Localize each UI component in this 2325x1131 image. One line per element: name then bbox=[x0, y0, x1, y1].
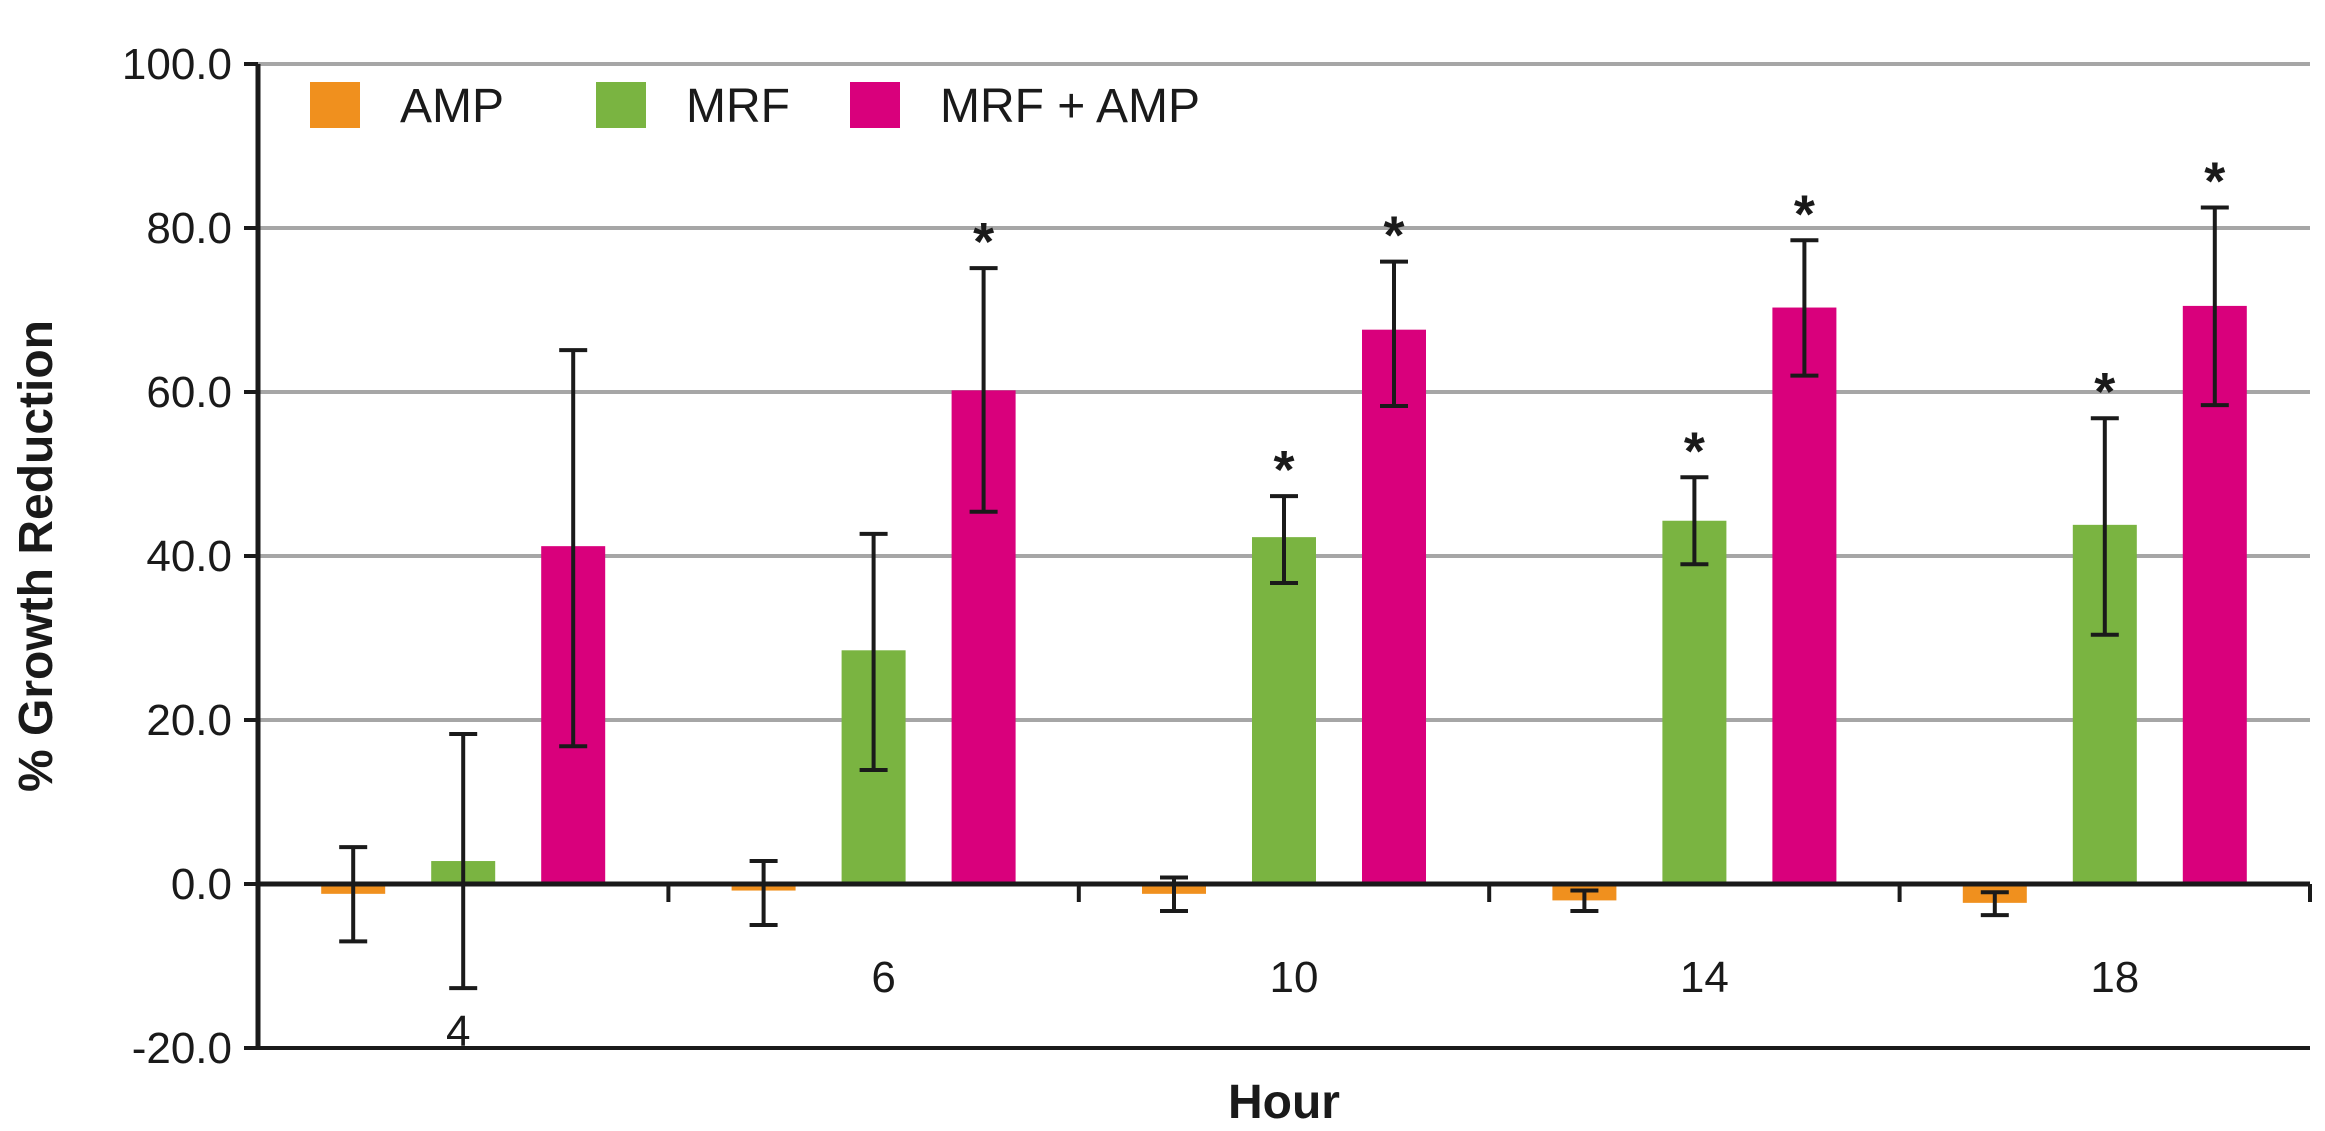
y-tick-label: -20.0 bbox=[132, 1024, 232, 1073]
bar bbox=[1772, 307, 1837, 884]
error-bars bbox=[339, 205, 2229, 991]
y-tick-label: 0.0 bbox=[171, 860, 232, 909]
bar bbox=[1252, 537, 1316, 884]
bar bbox=[1662, 520, 1727, 884]
bars bbox=[321, 305, 2247, 903]
x-tick-label: 10 bbox=[1270, 953, 1319, 1002]
bar bbox=[1362, 329, 1426, 884]
legend-label: AMP bbox=[400, 80, 504, 133]
x-tick-label: 14 bbox=[1680, 953, 1729, 1002]
labels: -20.0 0.0 20.0 40.0 60.0 80.0 100.0 * * * * * * * 4 6 10… bbox=[10, 40, 2225, 1129]
y-tick-label: 60.0 bbox=[146, 368, 232, 417]
significance-marker: * bbox=[1273, 440, 1294, 500]
significance-marker: * bbox=[1383, 206, 1404, 266]
legend-swatch bbox=[596, 82, 646, 128]
legend-label: MRF + AMP bbox=[940, 80, 1200, 133]
significance-marker: * bbox=[2094, 362, 2115, 422]
significance-marker: * bbox=[2204, 152, 2225, 212]
y-tick-label: 20.0 bbox=[146, 696, 232, 745]
axes bbox=[244, 62, 2312, 1050]
y-axis-title: % Growth Reduction bbox=[10, 320, 63, 792]
x-tick-label: 6 bbox=[871, 953, 895, 1002]
x-axis-title: Hour bbox=[1228, 1076, 1340, 1129]
y-tick-label: 100.0 bbox=[122, 40, 232, 89]
legend-label: MRF bbox=[686, 80, 790, 133]
x-tick-label: 4 bbox=[446, 1007, 470, 1056]
legend-swatch bbox=[310, 82, 360, 128]
y-tick-label: 40.0 bbox=[146, 532, 232, 581]
significance-marker: * bbox=[1794, 184, 1815, 244]
significance-marker: * bbox=[1684, 421, 1705, 481]
legend-swatch bbox=[850, 82, 900, 128]
x-tick-label: 18 bbox=[2090, 953, 2139, 1002]
y-tick-label: 80.0 bbox=[146, 204, 232, 253]
legend: AMP MRF MRF + AMP bbox=[310, 80, 1200, 133]
significance-marker: * bbox=[973, 212, 994, 272]
